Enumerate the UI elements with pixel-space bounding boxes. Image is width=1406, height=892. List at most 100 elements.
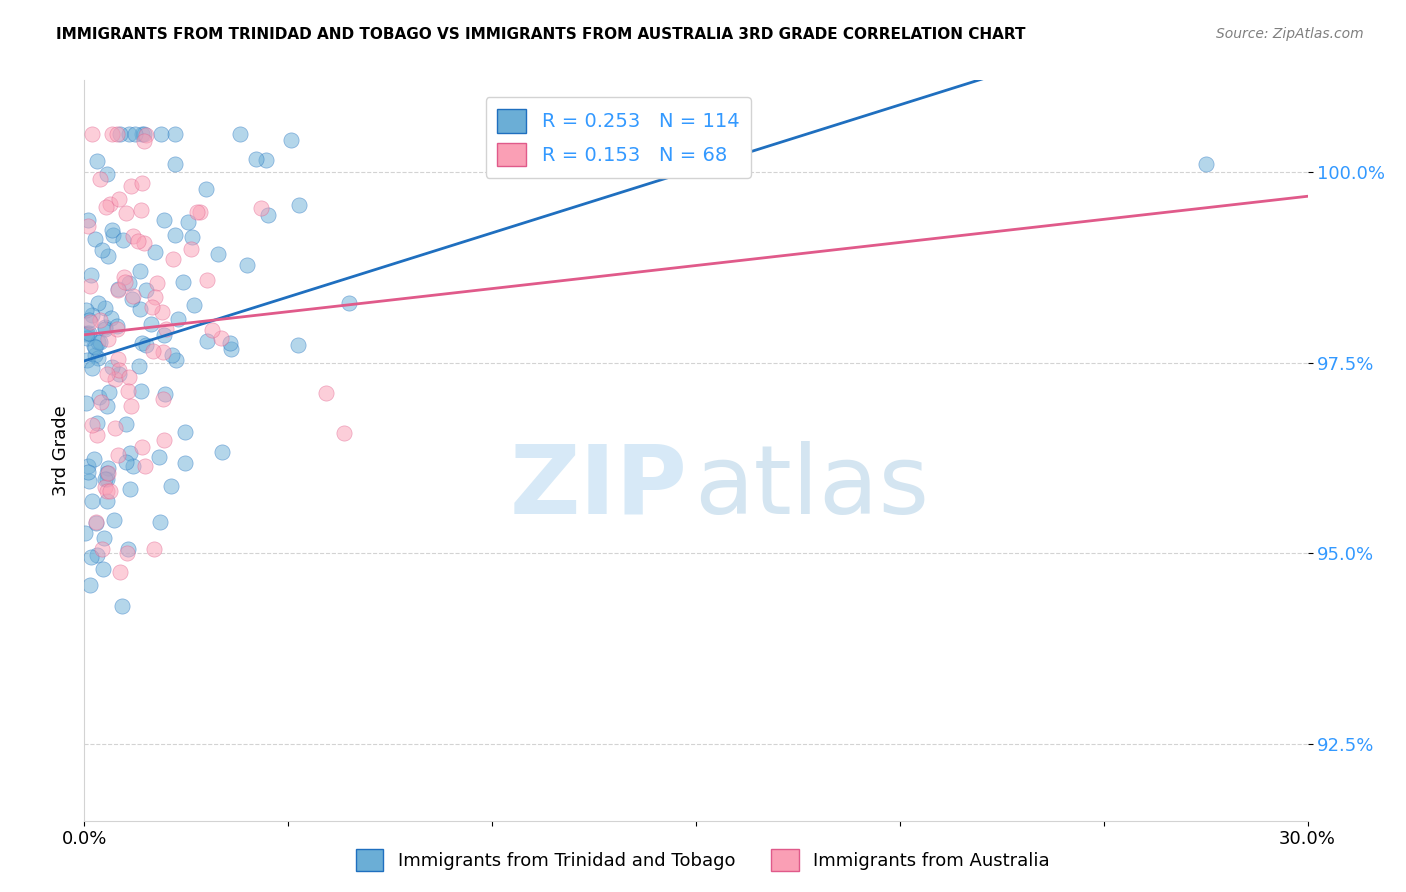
Point bbox=[152, 392, 174, 407]
Point bbox=[80, 268, 103, 283]
Point bbox=[122, 228, 145, 243]
Point bbox=[79, 315, 101, 329]
Point bbox=[287, 198, 309, 212]
Point bbox=[101, 227, 124, 242]
Point bbox=[86, 548, 108, 562]
Point bbox=[146, 276, 169, 290]
Point bbox=[87, 390, 110, 404]
Point bbox=[94, 320, 117, 334]
Point bbox=[134, 235, 156, 250]
Point bbox=[163, 127, 186, 141]
Point bbox=[104, 421, 127, 435]
Point bbox=[315, 386, 337, 401]
Point bbox=[139, 317, 162, 331]
Point bbox=[100, 222, 122, 236]
Point bbox=[112, 233, 135, 247]
Point bbox=[150, 304, 173, 318]
Point bbox=[254, 153, 277, 168]
Point bbox=[87, 296, 110, 310]
Point bbox=[117, 541, 139, 556]
Point bbox=[115, 206, 138, 220]
Point bbox=[76, 353, 98, 368]
Point bbox=[107, 448, 129, 462]
Point bbox=[280, 133, 302, 147]
Point bbox=[115, 546, 138, 560]
Point bbox=[114, 275, 136, 289]
Point bbox=[77, 458, 100, 473]
Point bbox=[73, 525, 96, 540]
Point bbox=[135, 338, 157, 352]
Point bbox=[121, 289, 143, 303]
Point bbox=[134, 459, 156, 474]
Point bbox=[107, 351, 129, 366]
Text: Source: ZipAtlas.com: Source: ZipAtlas.com bbox=[1216, 27, 1364, 41]
Point bbox=[155, 322, 177, 336]
Point bbox=[89, 171, 111, 186]
Point bbox=[97, 332, 120, 346]
Point bbox=[128, 359, 150, 373]
Point bbox=[96, 494, 118, 508]
Point bbox=[98, 483, 121, 498]
Point bbox=[121, 292, 143, 306]
Point bbox=[86, 153, 108, 168]
Point bbox=[174, 456, 197, 470]
Point bbox=[108, 566, 131, 580]
Point bbox=[131, 440, 153, 454]
Point bbox=[142, 343, 165, 358]
Point bbox=[97, 384, 120, 399]
Point bbox=[93, 321, 115, 335]
Point bbox=[96, 399, 118, 413]
Point bbox=[83, 452, 105, 467]
Point bbox=[79, 279, 101, 293]
Point bbox=[149, 515, 172, 529]
Point bbox=[90, 395, 112, 409]
Point bbox=[188, 204, 211, 219]
Point bbox=[77, 465, 100, 479]
Point bbox=[135, 128, 157, 142]
Point bbox=[332, 425, 354, 440]
Point bbox=[141, 300, 163, 314]
Point bbox=[97, 461, 120, 475]
Point bbox=[97, 467, 120, 481]
Point bbox=[94, 480, 117, 494]
Point bbox=[131, 176, 153, 190]
Point bbox=[235, 258, 257, 272]
Point bbox=[143, 245, 166, 260]
Point bbox=[75, 303, 97, 318]
Point bbox=[107, 283, 129, 297]
Point bbox=[75, 327, 97, 342]
Legend: R = 0.253   N = 114, R = 0.153   N = 68: R = 0.253 N = 114, R = 0.153 N = 68 bbox=[485, 97, 751, 178]
Point bbox=[96, 471, 118, 485]
Point bbox=[195, 334, 218, 348]
Point bbox=[93, 531, 115, 545]
Point bbox=[86, 416, 108, 430]
Text: IMMIGRANTS FROM TRINIDAD AND TOBAGO VS IMMIGRANTS FROM AUSTRALIA 3RD GRADE CORRE: IMMIGRANTS FROM TRINIDAD AND TOBAGO VS I… bbox=[56, 27, 1026, 42]
Point bbox=[96, 167, 118, 181]
Point bbox=[167, 312, 190, 326]
Point bbox=[83, 232, 105, 246]
Point bbox=[115, 455, 138, 469]
Point bbox=[148, 450, 170, 464]
Point bbox=[153, 212, 176, 227]
Point bbox=[82, 361, 104, 376]
Point bbox=[207, 247, 229, 261]
Point bbox=[98, 197, 121, 211]
Point bbox=[82, 418, 104, 433]
Point bbox=[180, 243, 202, 257]
Y-axis label: 3rd Grade: 3rd Grade bbox=[52, 405, 70, 496]
Point bbox=[105, 318, 128, 333]
Point bbox=[120, 399, 142, 413]
Point bbox=[153, 327, 176, 342]
Point bbox=[134, 134, 156, 148]
Point bbox=[219, 335, 242, 350]
Point bbox=[76, 331, 98, 345]
Point bbox=[103, 513, 125, 527]
Point bbox=[100, 311, 122, 326]
Point bbox=[131, 127, 153, 141]
Point bbox=[163, 227, 186, 242]
Point bbox=[84, 340, 107, 354]
Point bbox=[339, 296, 361, 310]
Point bbox=[96, 368, 118, 382]
Point bbox=[129, 202, 152, 217]
Point bbox=[75, 396, 97, 410]
